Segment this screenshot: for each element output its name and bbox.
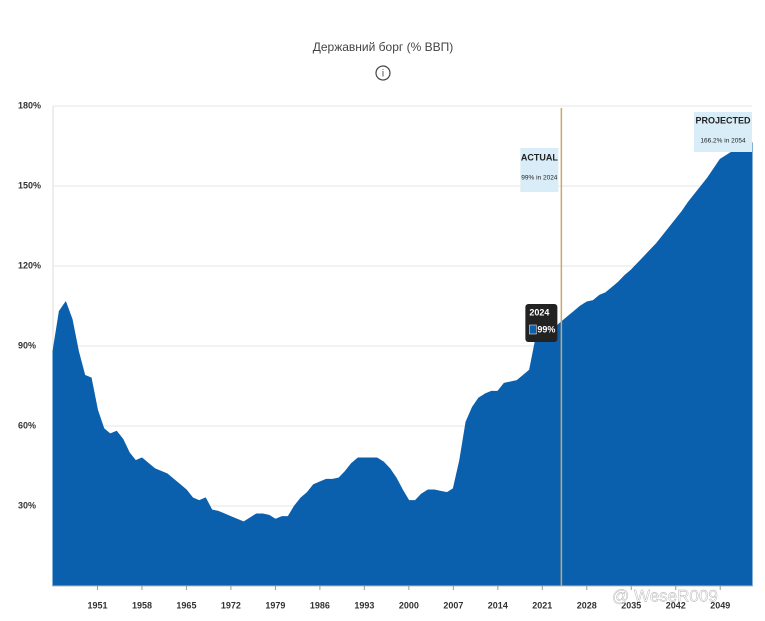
tooltip-value: 99% xyxy=(537,324,555,334)
x-tick-label: 2049 xyxy=(710,600,730,610)
x-tick-label: 2042 xyxy=(666,600,686,610)
projected-box xyxy=(694,112,752,152)
y-tick-label: 180% xyxy=(18,100,41,110)
x-tick-label: 2000 xyxy=(399,600,419,610)
y-tick-label: 30% xyxy=(18,500,36,510)
y-tick-label: 90% xyxy=(18,340,36,350)
actual-title: ACTUAL xyxy=(521,152,558,162)
x-tick-label: 1951 xyxy=(87,600,107,610)
x-tick-label: 1993 xyxy=(354,600,374,610)
svg-text:i: i xyxy=(382,69,384,80)
x-tick-label: 1972 xyxy=(221,600,241,610)
actual-box xyxy=(520,148,559,192)
y-tick-label: 120% xyxy=(18,260,41,270)
y-tick-label: 150% xyxy=(18,180,41,190)
info-icon: i xyxy=(375,65,391,81)
projected-title: PROJECTED xyxy=(695,115,751,125)
projected-text: 166.2% in 2054 xyxy=(700,138,746,145)
chart-title: Державний борг (% ВВП) xyxy=(313,40,453,54)
x-tick-label: 1958 xyxy=(132,600,152,610)
watermark: @ WeseR009 xyxy=(612,586,718,605)
x-tick-label: 2028 xyxy=(577,600,597,610)
x-tick-label: 1965 xyxy=(176,600,196,610)
x-tick-label: 2021 xyxy=(532,600,552,610)
y-tick-label: 60% xyxy=(18,420,36,430)
area xyxy=(52,142,753,587)
x-tick-label: 2007 xyxy=(443,600,463,610)
tooltip-title: 2024 xyxy=(529,307,549,317)
x-tick-label: 2014 xyxy=(488,600,508,610)
actual-text: 99% in 2024 xyxy=(521,175,558,182)
tooltip-swatch xyxy=(529,324,537,335)
x-tick-label: 1986 xyxy=(310,600,330,610)
x-tick-label: 2035 xyxy=(621,600,641,610)
x-tick-label: 1979 xyxy=(265,600,285,610)
